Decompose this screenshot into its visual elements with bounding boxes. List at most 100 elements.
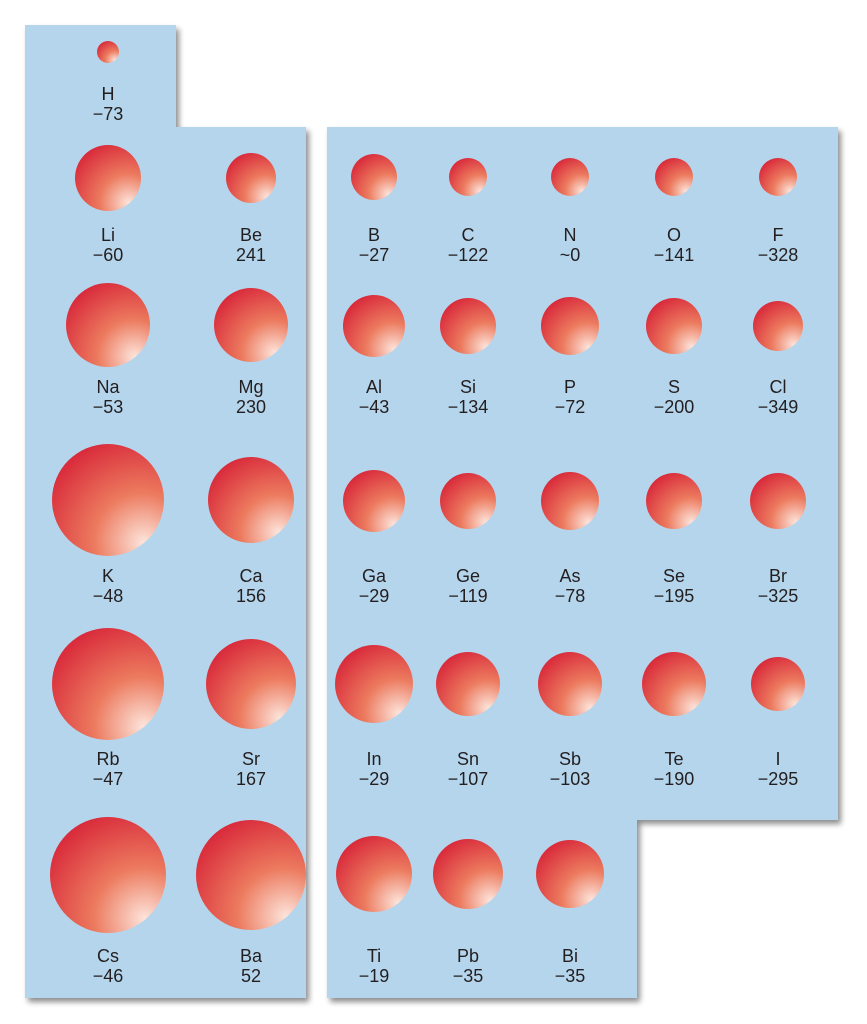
electron-affinity-value: −78 xyxy=(555,586,586,606)
element-as: As−78 xyxy=(541,472,599,606)
element-o: O−141 xyxy=(654,158,695,265)
electron-affinity-value: −47 xyxy=(93,769,124,789)
electron-affinity-value: −73 xyxy=(93,104,124,124)
atom-sphere xyxy=(433,839,503,909)
element-b: B−27 xyxy=(351,154,397,265)
atom-sphere xyxy=(759,158,797,196)
electron-affinity-value: 241 xyxy=(236,245,266,265)
electron-affinity-value: −325 xyxy=(758,586,799,606)
element-symbol: Br xyxy=(769,566,787,586)
element-pb: Pb−35 xyxy=(433,839,503,986)
element-sb: Sb−103 xyxy=(538,652,602,789)
element-p: P−72 xyxy=(541,297,599,417)
element-symbol: Bi xyxy=(562,946,578,966)
element-symbol: Sn xyxy=(457,749,479,769)
element-symbol: I xyxy=(775,749,780,769)
element-ga: Ga−29 xyxy=(343,470,405,606)
element-symbol: C xyxy=(462,225,475,245)
element-symbol: Ge xyxy=(456,566,480,586)
electron-affinity-value: −43 xyxy=(359,397,390,417)
atom-sphere xyxy=(50,817,166,933)
electron-affinity-value: ~0 xyxy=(560,245,581,265)
electron-affinity-value: −27 xyxy=(359,245,390,265)
atom-sphere xyxy=(226,153,276,203)
electron-affinity-value: −60 xyxy=(93,245,124,265)
electron-affinity-value: −72 xyxy=(555,397,586,417)
element-k: K−48 xyxy=(52,444,164,606)
atom-sphere xyxy=(750,473,806,529)
atom-sphere xyxy=(196,820,306,930)
element-s: S−200 xyxy=(646,298,702,417)
element-c: C−122 xyxy=(448,158,489,265)
element-symbol: Ba xyxy=(240,946,263,966)
element-symbol: P xyxy=(564,377,576,397)
electron-affinity-value: 52 xyxy=(241,966,261,986)
element-symbol: As xyxy=(559,566,580,586)
atom-sphere xyxy=(436,652,500,716)
element-symbol: Ca xyxy=(239,566,263,586)
electron-affinity-value: 167 xyxy=(236,769,266,789)
atom-sphere xyxy=(751,657,805,711)
atom-sphere xyxy=(655,158,693,196)
element-i: I−295 xyxy=(751,657,805,789)
electron-affinity-value: −29 xyxy=(359,769,390,789)
electron-affinity-value: −53 xyxy=(93,397,124,417)
atom-sphere xyxy=(206,639,296,729)
electron-affinity-value: −19 xyxy=(359,966,390,986)
element-symbol: Te xyxy=(664,749,683,769)
element-symbol: Sr xyxy=(242,749,260,769)
atom-sphere xyxy=(440,298,496,354)
atom-sphere xyxy=(551,158,589,196)
electron-affinity-value: −35 xyxy=(555,966,586,986)
atom-sphere xyxy=(351,154,397,200)
element-sn: Sn−107 xyxy=(436,652,500,789)
electron-affinity-value: −107 xyxy=(448,769,489,789)
element-te: Te−190 xyxy=(642,652,706,789)
atom-sphere xyxy=(343,470,405,532)
electron-affinity-value: −195 xyxy=(654,586,695,606)
element-symbol: Be xyxy=(240,225,262,245)
atom-sphere xyxy=(75,145,141,211)
element-symbol: Rb xyxy=(96,749,119,769)
element-symbol: S xyxy=(668,377,680,397)
atom-sphere xyxy=(52,628,164,740)
atom-sphere xyxy=(541,472,599,530)
element-symbol: N xyxy=(564,225,577,245)
electron-affinity-value: −122 xyxy=(448,245,489,265)
element-f: F−328 xyxy=(758,158,798,265)
atom-sphere xyxy=(449,158,487,196)
electron-affinity-value: −103 xyxy=(550,769,591,789)
element-br: Br−325 xyxy=(750,473,806,606)
element-rb: Rb−47 xyxy=(52,628,164,789)
element-ti: Ti−19 xyxy=(336,836,412,986)
element-h: H−73 xyxy=(93,41,124,124)
atom-sphere xyxy=(343,295,405,357)
element-in: In−29 xyxy=(335,645,413,789)
element-n: N~0 xyxy=(551,158,589,265)
atom-sphere xyxy=(646,298,702,354)
element-symbol: Ga xyxy=(362,566,387,586)
element-cs: Cs−46 xyxy=(50,817,166,986)
element-symbol: In xyxy=(366,749,381,769)
element-symbol: Pb xyxy=(457,946,479,966)
atom-sphere xyxy=(642,652,706,716)
element-bi: Bi−35 xyxy=(536,840,604,986)
electron-affinity-value: 230 xyxy=(236,397,266,417)
right-panel-elements: B−27C−122N~0O−141F−328Al−43Si−134P−72S−2… xyxy=(335,154,806,986)
electron-affinity-value: −46 xyxy=(93,966,124,986)
element-ge: Ge−119 xyxy=(440,473,496,606)
electron-affinity-value: −48 xyxy=(93,586,124,606)
atom-sphere xyxy=(214,288,288,362)
element-li: Li−60 xyxy=(75,145,141,265)
atom-sphere xyxy=(536,840,604,908)
electron-affinity-value: −134 xyxy=(448,397,489,417)
element-si: Si−134 xyxy=(440,298,496,417)
electron-affinity-value: 156 xyxy=(236,586,266,606)
element-symbol: Si xyxy=(460,377,476,397)
element-symbol: Li xyxy=(101,225,115,245)
electron-affinity-value: −141 xyxy=(654,245,695,265)
